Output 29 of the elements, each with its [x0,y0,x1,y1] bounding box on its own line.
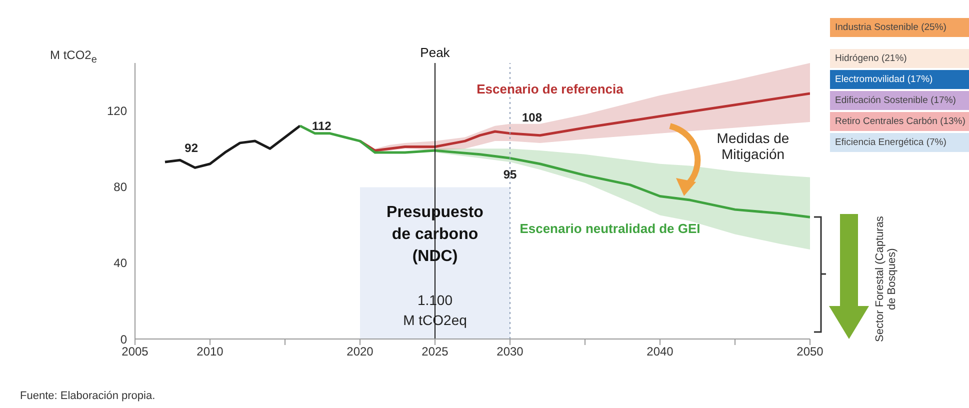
y-tick-label: 40 [114,256,128,270]
x-tick-label: 2020 [346,344,374,359]
x-tick-label: 2025 [422,344,449,359]
annotation: Medidas de Mitigación [716,130,790,162]
x-tick-label: 2030 [496,344,524,359]
category-label: Edificación Sostenible (17%) [830,91,969,110]
x-tick-label: 2050 [796,344,824,359]
category-label: Eficiencia Energética (7%) [830,133,969,152]
y-tick-label: 80 [114,180,128,194]
series-label: Escenario neutralidad de GEI [520,220,700,236]
category-label: Electromovilidad (17%) [830,70,969,89]
category-label: Industria Sostenible (25%) [830,18,969,37]
text: Sector Forestal (Capturas de Bosques) [874,215,899,344]
annotation: 112 [312,119,332,134]
line-series [164,124,302,169]
series-label: Escenario de referencia [476,81,624,96]
ref-line-label: Peak [420,45,450,60]
category-label: Retiro Centrales Carbón (13%) [830,112,969,131]
annotation: 92 [184,140,198,155]
category-label: Hidrógeno (21%) [830,49,969,68]
y-tick-label: 0 [120,332,128,346]
y-axis-title: M tCO2$_{e}$ [50,48,97,66]
x-tick-label: 2040 [646,344,674,359]
y-tick-label: 120 [106,104,128,118]
x-tick-label: 2005 [122,344,149,359]
annotation: 95 [503,168,517,182]
x-tick-label: 2010 [196,344,224,359]
source-note: Fuente: Elaboración propia. [20,390,156,402]
annotation: 108 [522,110,542,124]
